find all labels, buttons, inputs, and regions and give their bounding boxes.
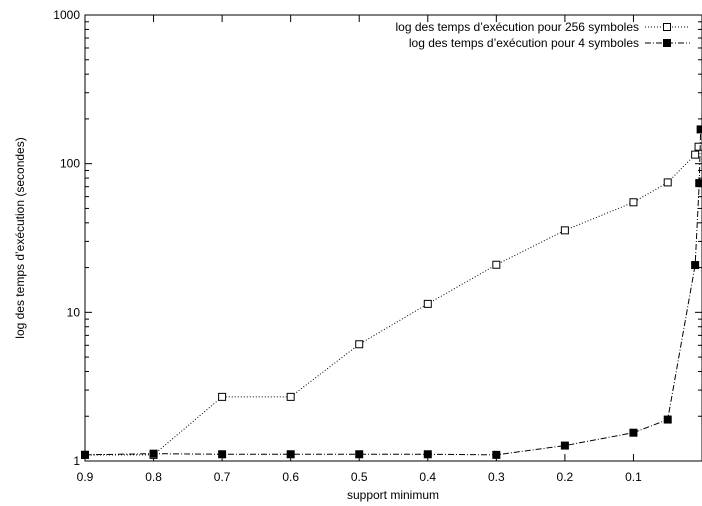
data-point (694, 142, 702, 151)
data-point (560, 441, 569, 450)
x-tick-label: 0.9 (77, 470, 94, 484)
series-line-0 (85, 146, 700, 456)
axis-ticks: 0.9 0.8 0.7 0.6 0.5 0.4 0.3 0.2 0.1 1 10 100 1000 (53, 8, 702, 484)
data-point (423, 450, 432, 459)
legend-label-256: log des temps d’exécution pour 256 symbo… (396, 20, 639, 34)
x-tick-label: 0.1 (625, 470, 642, 484)
data-point (286, 392, 295, 401)
data-point (691, 261, 700, 270)
data-point (286, 450, 295, 459)
data-point (492, 260, 501, 269)
data-point (355, 450, 364, 459)
data-point (218, 392, 227, 401)
y-tick-label: 1000 (53, 8, 80, 22)
x-tick-label: 0.6 (282, 470, 299, 484)
y-tick-label: 10 (67, 305, 81, 319)
x-tick-label: 0.4 (419, 470, 436, 484)
x-tick-label: 0.5 (351, 470, 368, 484)
data-point (492, 450, 501, 459)
data-point (149, 449, 158, 458)
data-point (355, 340, 364, 349)
x-tick-label: 0.8 (145, 470, 162, 484)
data-point (81, 450, 89, 459)
data-point (629, 198, 638, 207)
legend-label-4: log des temps d’exécution pour 4 symbole… (409, 36, 639, 50)
x-axis-label: support minimum (347, 488, 439, 502)
plot-frame (84, 14, 702, 462)
data-point (663, 415, 672, 424)
x-tick-label: 0.7 (214, 470, 231, 484)
data-point (629, 428, 638, 437)
data-point (423, 299, 432, 308)
x-tick-label: 0.2 (557, 470, 574, 484)
y-axis-label: log des temps d’exécution (secondes) (13, 137, 27, 338)
data-point (691, 150, 700, 159)
series-line-1 (84, 129, 702, 456)
data-point (218, 450, 227, 459)
data-point (560, 226, 569, 235)
legend: log des temps d’exécution pour 256 symbo… (396, 20, 690, 50)
x-tick-label: 0.3 (488, 470, 505, 484)
data-point (695, 179, 702, 188)
series-layer (81, 125, 702, 459)
y-tick-label: 1 (73, 454, 80, 468)
legend-marker-4 (663, 39, 671, 47)
data-point (696, 125, 702, 134)
legend-marker-256 (663, 23, 671, 31)
data-point (663, 178, 672, 187)
y-tick-label: 100 (60, 157, 80, 171)
